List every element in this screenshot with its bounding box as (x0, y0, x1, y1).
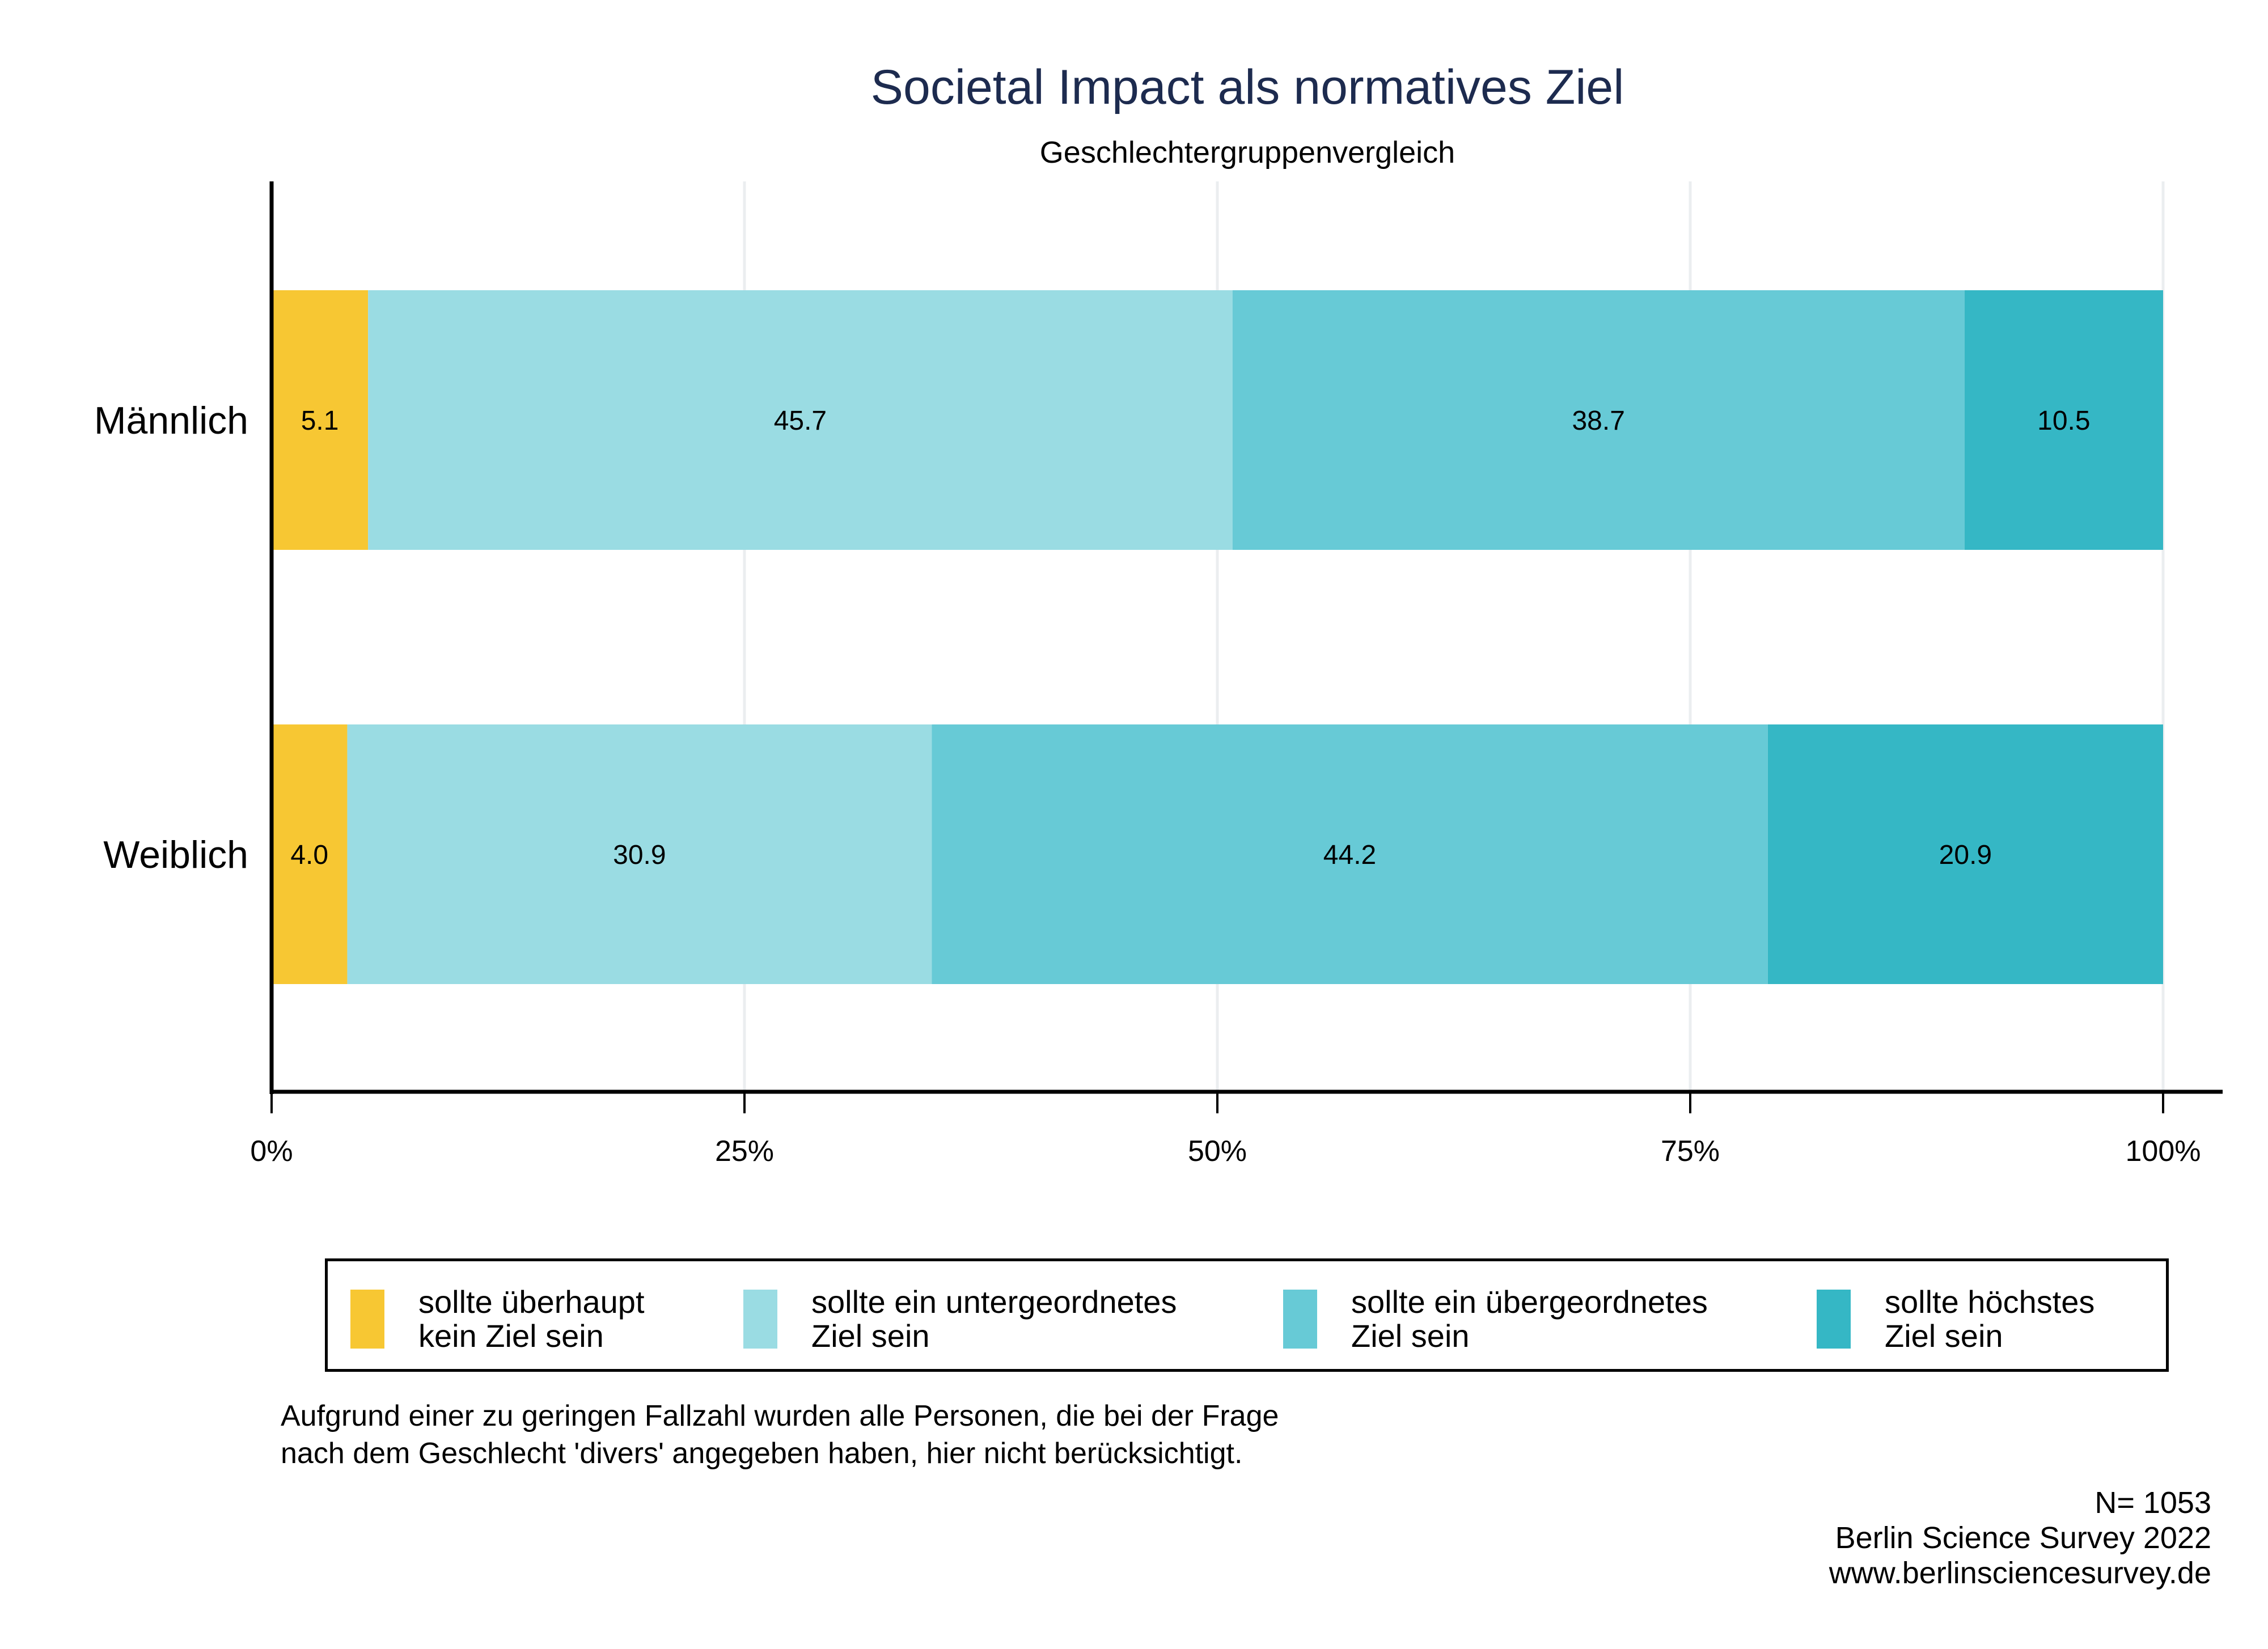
credits: N= 1053 Berlin Science Survey 2022 www.b… (1829, 1485, 2211, 1591)
chart-subtitle: Geschlechtergruppenvergleich (1039, 135, 1455, 169)
bar-value-labels: 5.1 45.7 38.7 10.5 4.0 30.9 44.2 20.9 (290, 406, 2090, 870)
footnote: Aufgrund einer zu geringen Fallzahl wurd… (281, 1400, 1279, 1470)
bar-segment (368, 290, 1233, 550)
y-axis-label: Männlich (94, 399, 248, 442)
bar-segment (272, 724, 348, 984)
sample-size: N= 1053 (2094, 1486, 2211, 1520)
x-tick-label: 50% (1188, 1135, 1247, 1168)
source: Berlin Science Survey 2022 (1835, 1521, 2211, 1555)
x-tick-label: 0% (250, 1135, 293, 1168)
legend-swatch (743, 1290, 777, 1349)
x-tick-label: 75% (1661, 1135, 1720, 1168)
bar-value-label: 10.5 (2037, 406, 2090, 436)
legend-swatch (1283, 1290, 1317, 1349)
bar-segment (1232, 290, 1965, 550)
x-tick-label: 100% (2126, 1135, 2201, 1168)
bar-value-label: 44.2 (1323, 840, 1376, 870)
y-axis-labels: Männlich Weiblich (94, 399, 248, 876)
bar-value-label: 45.7 (774, 406, 827, 436)
legend-label: sollte überhaupt kein Ziel sein (418, 1284, 645, 1354)
legend-label: sollte ein übergeordnetes Ziel sein (1351, 1284, 1708, 1354)
bar-segment (272, 290, 369, 550)
bar-value-label: 20.9 (1939, 840, 1992, 870)
legend-label: sollte ein untergeordnetes Ziel sein (811, 1284, 1177, 1354)
bar-segment (1767, 724, 2163, 984)
website-link[interactable]: www.berlinsciencesurvey.de (1829, 1556, 2211, 1590)
bar-value-label: 4.0 (290, 840, 328, 870)
legend-swatch (350, 1290, 384, 1349)
legend-label: sollte höchstes Ziel sein (1885, 1284, 2095, 1354)
legend-swatch (1817, 1290, 1851, 1349)
legend: sollte überhaupt kein Ziel sein sollte e… (325, 1258, 2169, 1372)
y-axis-label: Weiblich (103, 833, 248, 876)
x-axis-ticks: 0% 25% 50% 75% 100% (250, 1092, 2201, 1168)
bar-segment (932, 724, 1768, 984)
bar-value-label: 38.7 (1572, 406, 1624, 436)
bar-segment (1964, 290, 2163, 550)
axes (269, 181, 2223, 1094)
bars (272, 290, 2163, 984)
bar-value-label: 30.9 (613, 840, 666, 870)
bar-value-label: 5.1 (301, 406, 339, 436)
chart-title: Societal Impact als normatives Ziel (870, 60, 1624, 115)
x-tick-label: 25% (715, 1135, 774, 1168)
bar-segment (347, 724, 932, 984)
